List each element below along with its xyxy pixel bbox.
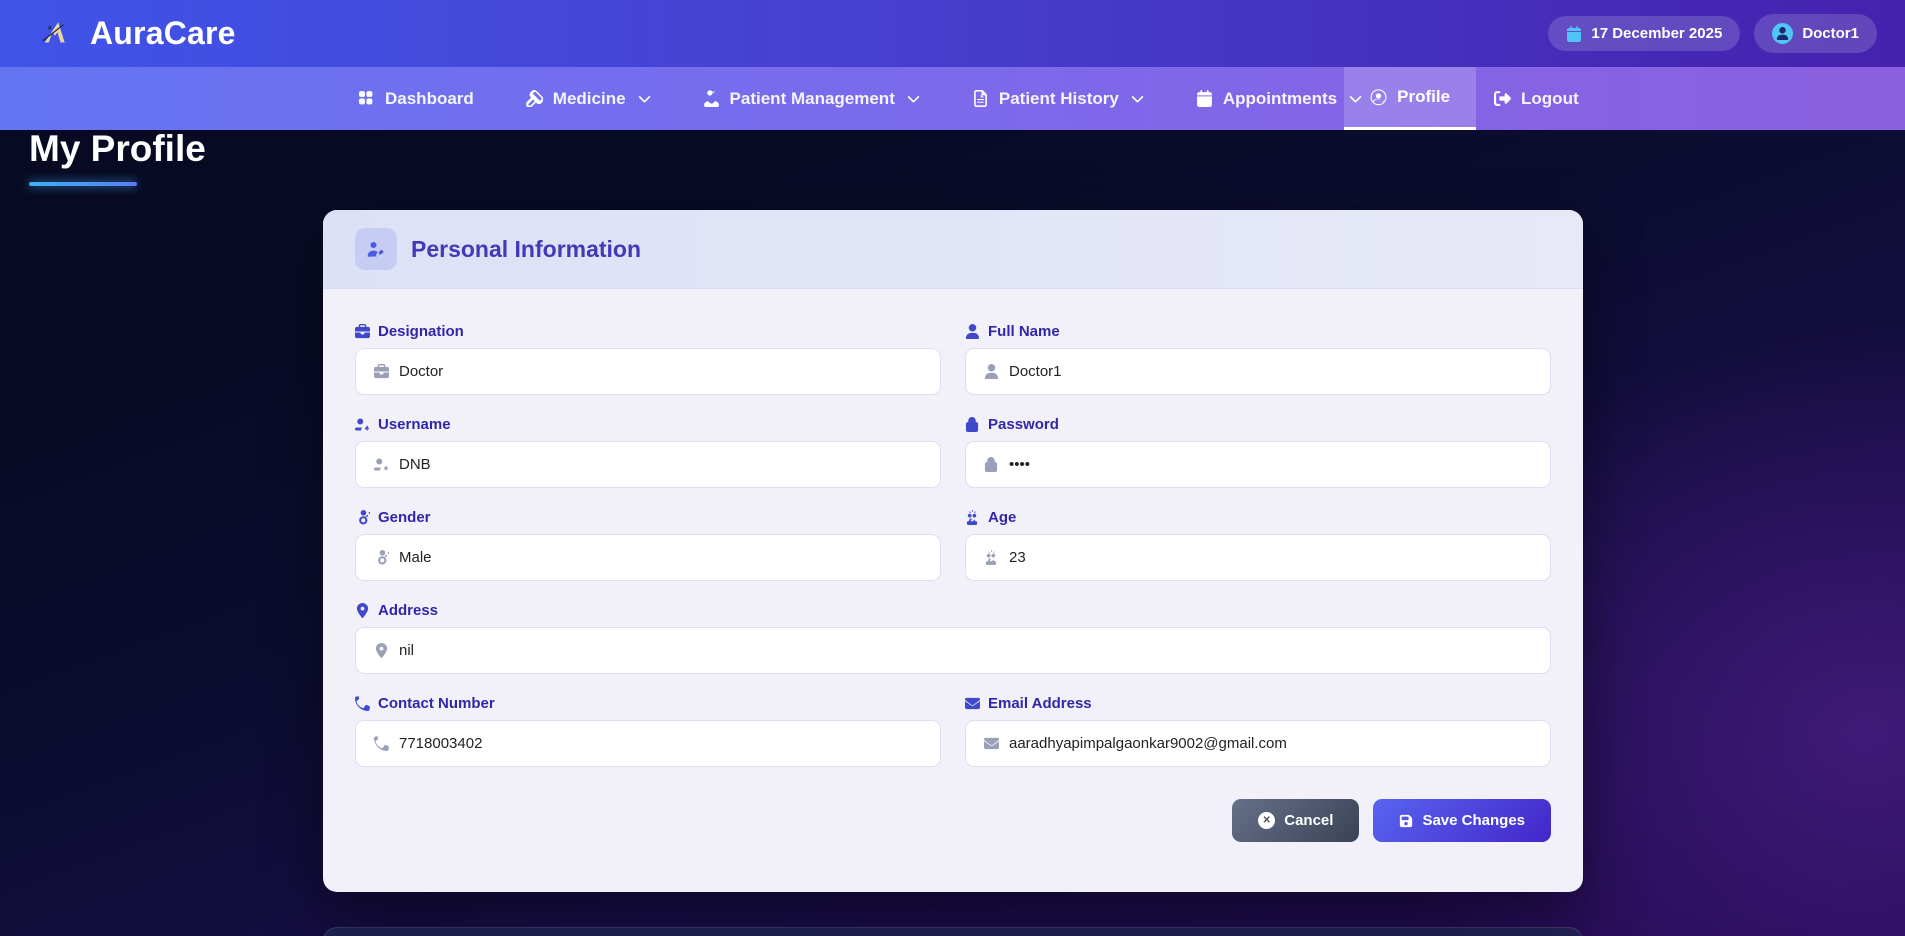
svg-text:A: A (48, 25, 53, 31)
